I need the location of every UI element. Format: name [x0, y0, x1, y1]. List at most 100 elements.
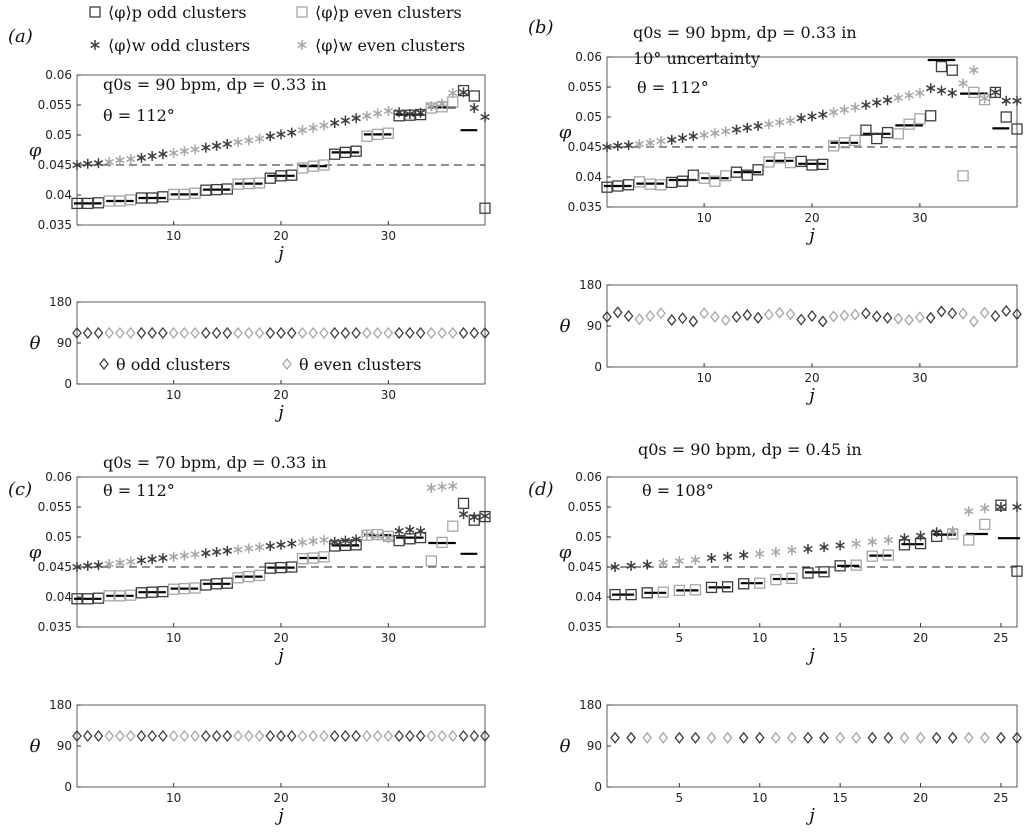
x-tick-label: 20 [273, 229, 288, 243]
theta-point [861, 307, 871, 320]
x-tick-label: 20 [804, 211, 819, 225]
p-point [770, 573, 782, 586]
theta-point [893, 312, 904, 325]
y-tick-label: 0.045 [568, 140, 602, 154]
w-point [125, 154, 136, 164]
p-point [318, 159, 330, 171]
theta-point [738, 731, 749, 744]
theta-point [642, 731, 653, 744]
p-point [382, 127, 395, 139]
p-point [92, 592, 105, 604]
p-point [114, 195, 126, 207]
y-tick-label: 0.05 [45, 128, 72, 142]
p-point [414, 531, 427, 544]
p-point [957, 170, 969, 182]
theta-point [882, 311, 893, 324]
w-point [1001, 95, 1011, 106]
y-axis-label: θ [30, 333, 41, 354]
w-point [211, 547, 222, 557]
p-point [125, 194, 137, 206]
x-tick-label: 25 [993, 631, 1008, 645]
p-point [1011, 123, 1023, 135]
theta-point [731, 310, 742, 323]
p-point [903, 118, 915, 130]
w-point [329, 536, 340, 547]
w-point [893, 92, 904, 103]
x-tick-label: 10 [696, 371, 711, 385]
theta-point [850, 308, 860, 321]
w-point [738, 550, 749, 560]
theta-point [168, 326, 179, 340]
p-point [447, 96, 459, 108]
p-point [253, 569, 266, 582]
p-point [404, 109, 416, 121]
x-tick-label: 20 [913, 791, 928, 805]
p-point [881, 126, 894, 139]
panel-c: 0.035 0.04 0.045 0.05 0.055 0.06 10 20 30 φ j (c) q0… [8, 453, 491, 826]
theta-point [383, 729, 394, 743]
p-point [307, 552, 319, 564]
y-tick-label: 0.04 [575, 170, 602, 184]
x-tick-label: 30 [381, 791, 396, 805]
w-point [753, 121, 763, 131]
theta-point [447, 326, 458, 340]
p-point [947, 528, 959, 540]
w-point [731, 124, 742, 135]
x-axis-label: j [274, 805, 284, 826]
theta-point [979, 306, 990, 319]
theta-point [276, 729, 286, 743]
w-point [667, 134, 677, 145]
theta-point [372, 326, 383, 340]
w-point [372, 108, 383, 119]
w-point [610, 562, 620, 572]
theta-point [828, 310, 839, 323]
x-tick-label: 10 [166, 791, 181, 805]
w-point [211, 140, 222, 151]
p-point [221, 577, 233, 589]
x-tick-label: 15 [832, 631, 847, 645]
x-axis-label: j [805, 645, 815, 666]
theta-point [720, 314, 731, 327]
p-point [232, 572, 244, 584]
p-point [243, 570, 255, 583]
theta-point [233, 326, 243, 340]
w-point [297, 125, 308, 136]
w-point [265, 131, 275, 142]
p-point [1011, 565, 1023, 577]
w-point [201, 548, 211, 559]
theta-point [677, 312, 688, 325]
theta-point [104, 729, 115, 743]
p-point [210, 578, 223, 590]
theta-point [136, 326, 147, 340]
w-point [742, 122, 752, 133]
axes-frame [76, 704, 486, 788]
y-tick-label: 0 [64, 780, 72, 794]
theta-point [394, 326, 404, 340]
p-point [892, 128, 904, 140]
w-point [861, 100, 871, 110]
y-tick-label: 0.04 [575, 590, 602, 604]
theta-point [179, 326, 190, 340]
w-point [656, 136, 666, 146]
panel-b: 0.035 0.04 0.045 0.05 0.055 0.06 10 20 30 φ j (b) q0… [528, 17, 1023, 406]
w-point [699, 130, 709, 140]
y-axis-label: θ [560, 316, 571, 337]
p-point [834, 560, 846, 572]
y-tick-label: 0.05 [575, 530, 602, 544]
y-axis-label: φ [559, 122, 572, 143]
theta-point [136, 729, 147, 743]
theta-point [699, 307, 709, 320]
phi-axes: 0.035 0.04 0.045 0.05 0.055 0.06 10 20 30 φ j [559, 50, 1023, 246]
p-point [393, 110, 405, 122]
theta-point [674, 731, 685, 744]
w-point [990, 87, 1001, 98]
w-point [136, 555, 147, 566]
p-point [468, 90, 480, 102]
theta-point [254, 326, 265, 340]
p-point [361, 130, 373, 142]
x-tick-label: 20 [273, 631, 288, 645]
p-point [414, 108, 427, 121]
w-point [276, 539, 286, 550]
theta-point [899, 731, 910, 744]
x-tick-label: 20 [273, 388, 288, 402]
